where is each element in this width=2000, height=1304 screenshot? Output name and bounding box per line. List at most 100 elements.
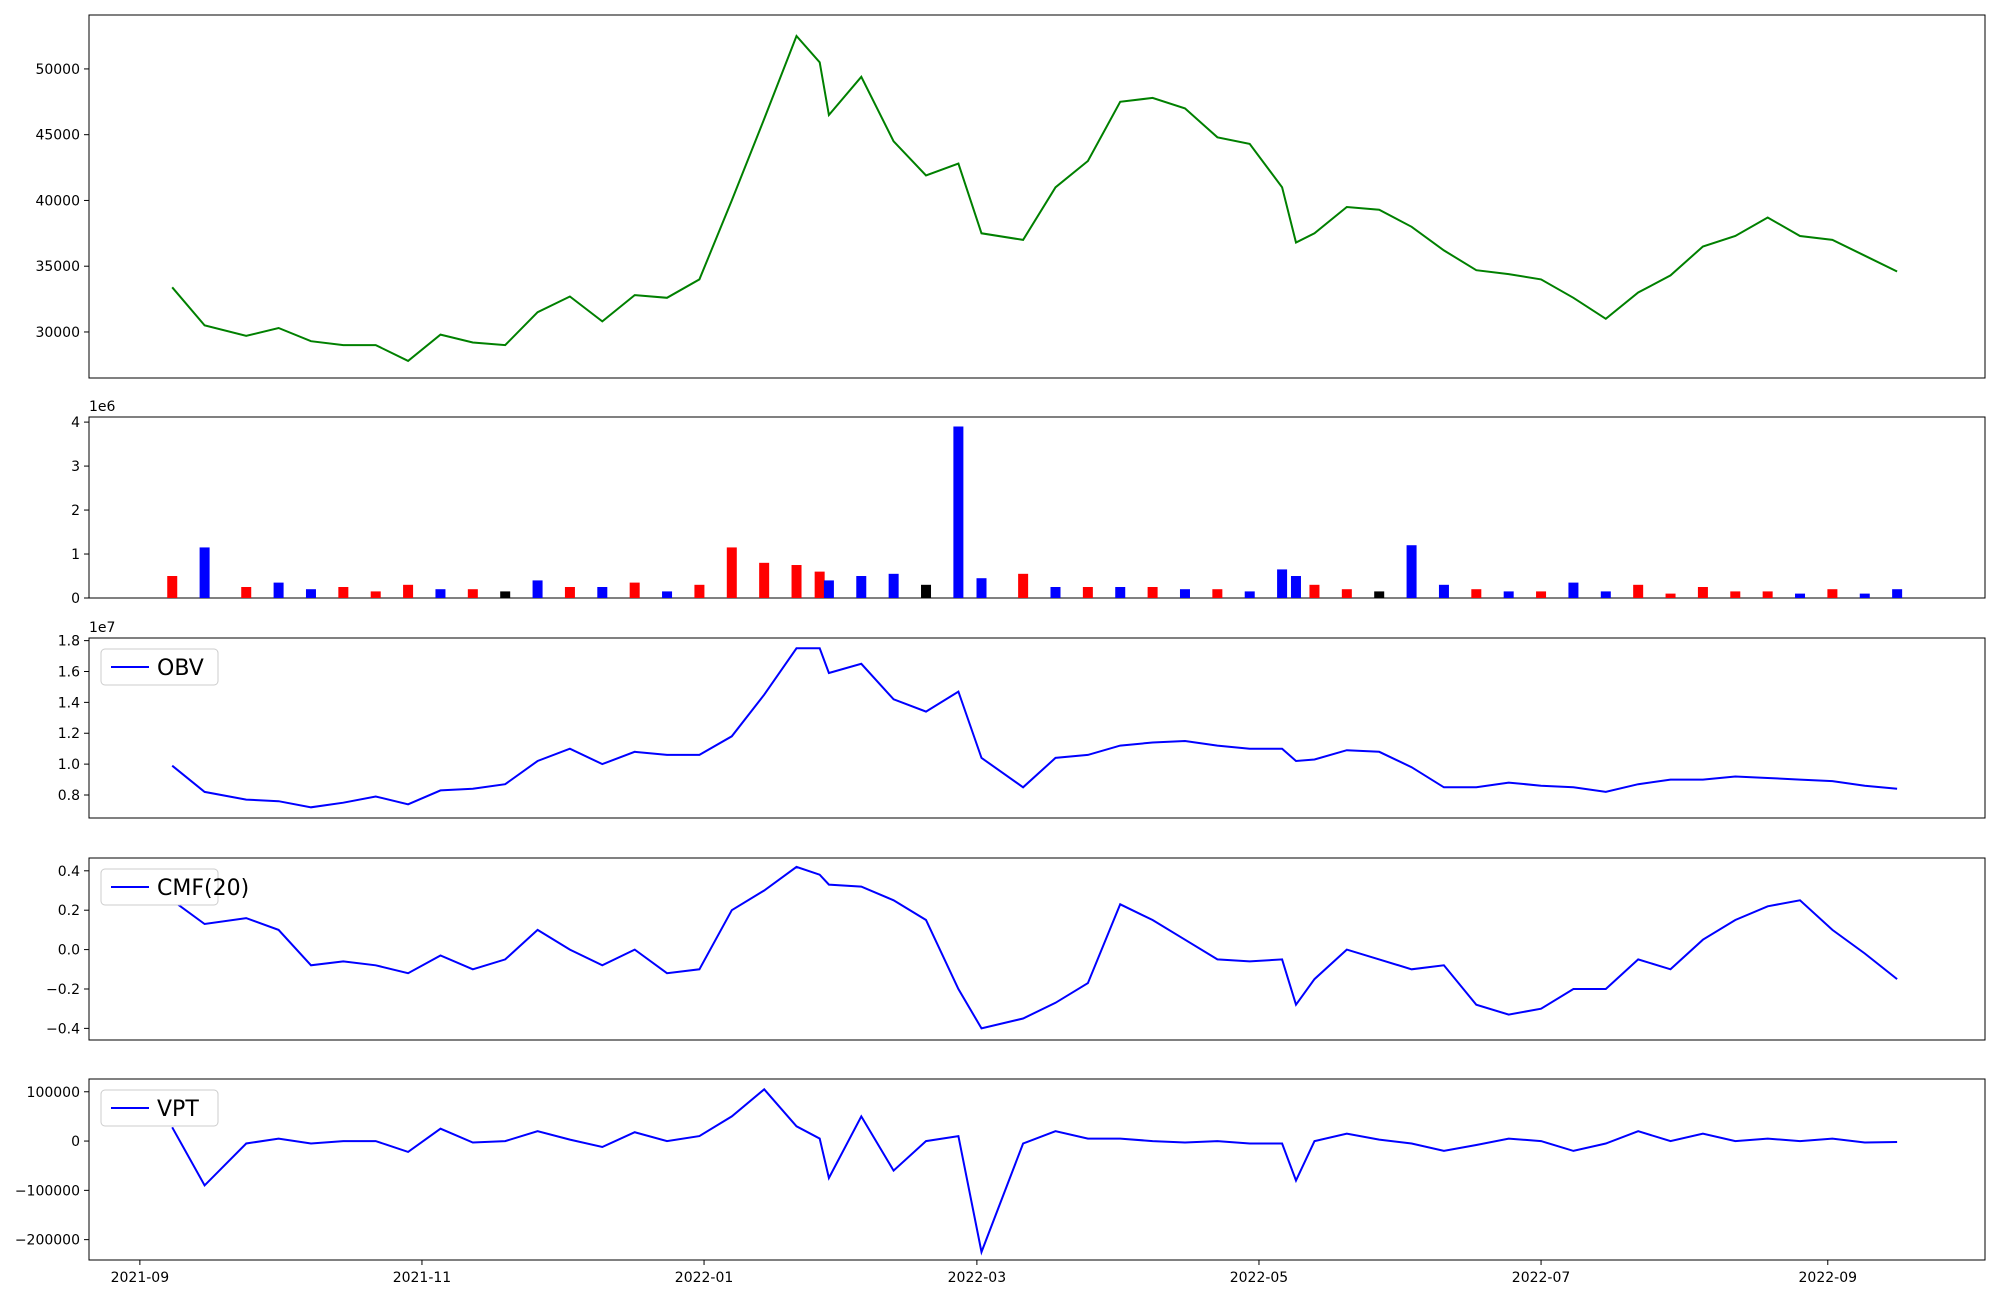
bar — [305, 589, 316, 598]
y-tick-label: 40000 — [35, 193, 80, 209]
bar — [1568, 582, 1579, 598]
bar — [1244, 591, 1255, 598]
bar — [791, 565, 802, 598]
bar — [1406, 545, 1417, 598]
y-tick-label: 1.8 — [58, 634, 80, 650]
bar — [953, 426, 964, 598]
y-tick-label: 30000 — [35, 325, 80, 341]
bar — [814, 571, 825, 598]
y-tick-label: 0 — [71, 591, 80, 607]
y-tick-label: −200000 — [15, 1233, 80, 1249]
bar — [662, 591, 673, 598]
x-tick-label: 2022-07 — [1512, 1270, 1571, 1286]
x-tick-label: 2022-01 — [675, 1270, 734, 1286]
bar — [976, 578, 987, 598]
y-tick-label: 0.0 — [58, 943, 80, 959]
y-tick-label: 1.4 — [58, 695, 80, 711]
bar — [759, 562, 770, 598]
y-tick-label: 0.2 — [58, 903, 80, 919]
x-tick-label: 2022-05 — [1230, 1270, 1289, 1286]
bar — [1179, 589, 1190, 598]
x-tick-label: 2021-09 — [111, 1270, 170, 1286]
y-tick-label: 0.4 — [58, 864, 80, 880]
y-tick-label: 35000 — [35, 259, 80, 275]
bar — [629, 582, 640, 598]
y-tick-label: 3 — [71, 459, 80, 475]
bar — [1050, 587, 1061, 598]
axes-frame — [88, 857, 1986, 1041]
bar — [1147, 587, 1158, 598]
x-tick-label: 2021-11 — [393, 1270, 452, 1286]
y-tick-label: 2 — [71, 503, 80, 519]
bar — [823, 580, 834, 598]
x-tick-label: 2022-09 — [1799, 1270, 1858, 1286]
legend-box — [100, 648, 219, 686]
legend-label: CMF(20) — [157, 876, 249, 901]
axes-frame — [88, 14, 1986, 379]
bar — [500, 591, 511, 598]
bar — [1859, 593, 1870, 598]
bar — [1503, 591, 1514, 598]
bar — [403, 584, 414, 598]
bar — [1290, 576, 1301, 598]
bar — [435, 589, 446, 598]
bar — [597, 587, 608, 598]
bar — [1827, 589, 1838, 598]
line — [171, 865, 1898, 1030]
y-tick-label: −0.2 — [46, 982, 80, 998]
bar — [167, 576, 178, 598]
bar — [370, 591, 381, 598]
bar — [1762, 591, 1773, 598]
y-tick-label: 1 — [71, 547, 80, 563]
legend-label: OBV — [157, 656, 204, 681]
bar — [273, 582, 284, 598]
bar — [564, 587, 575, 598]
legend-box — [100, 1089, 219, 1127]
bar — [1374, 591, 1385, 598]
y-tick-label: 1.6 — [58, 664, 80, 680]
y-tick-label: −100000 — [15, 1183, 80, 1199]
bar — [532, 580, 543, 598]
bar — [1795, 593, 1806, 598]
x-tick-label: 2022-03 — [948, 1270, 1007, 1286]
bar — [1536, 591, 1547, 598]
axes-frame — [88, 416, 1986, 599]
bar — [1471, 589, 1482, 598]
bar — [1277, 569, 1288, 598]
bar — [1665, 593, 1676, 598]
y-tick-label: 45000 — [35, 128, 80, 144]
bar — [199, 547, 210, 598]
line — [171, 647, 1898, 809]
bar — [1082, 587, 1093, 598]
bar — [694, 584, 705, 598]
bar — [1730, 591, 1741, 598]
y-tick-label: 1.0 — [58, 757, 80, 773]
bar — [1309, 584, 1320, 598]
bar — [1697, 587, 1708, 598]
bar — [921, 584, 932, 598]
y-tick-label: 100000 — [27, 1085, 80, 1101]
bar — [1633, 584, 1644, 598]
axes-frame — [88, 1078, 1986, 1261]
y-tick-label: 1.2 — [58, 726, 80, 742]
y-tick-label: 0.8 — [58, 788, 80, 804]
bar — [888, 573, 899, 598]
legend-label: VPT — [157, 1097, 199, 1122]
bar — [338, 587, 349, 598]
bar — [726, 547, 737, 598]
axes-frame — [88, 637, 1986, 819]
bar — [1892, 589, 1903, 598]
y-tick-label: −0.4 — [46, 1021, 80, 1037]
line — [171, 34, 1898, 363]
y-tick-label: 0 — [71, 1134, 80, 1150]
y-tick-label: 4 — [71, 415, 80, 431]
bar — [1018, 573, 1029, 598]
bar — [1438, 584, 1449, 598]
bar — [1115, 587, 1126, 598]
legend-box — [100, 868, 219, 906]
line — [171, 1087, 1898, 1256]
bar — [1341, 589, 1352, 598]
bar — [856, 576, 867, 598]
